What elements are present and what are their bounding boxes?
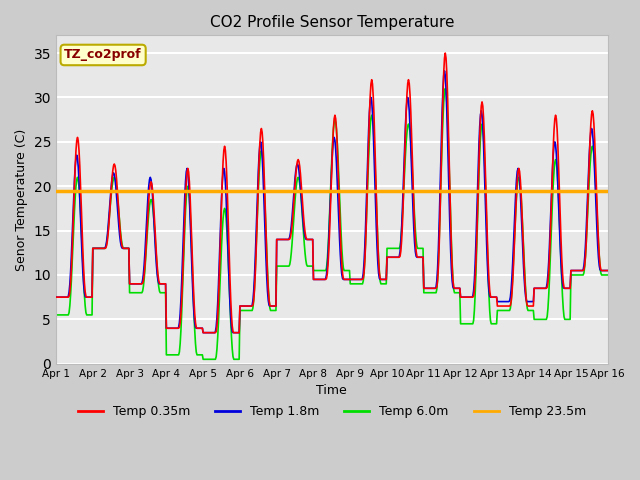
Title: CO2 Profile Sensor Temperature: CO2 Profile Sensor Temperature — [210, 15, 454, 30]
Legend: Temp 0.35m, Temp 1.8m, Temp 6.0m, Temp 23.5m: Temp 0.35m, Temp 1.8m, Temp 6.0m, Temp 2… — [73, 400, 591, 423]
X-axis label: Time: Time — [317, 384, 348, 397]
Y-axis label: Senor Temperature (C): Senor Temperature (C) — [15, 129, 28, 271]
Text: TZ_co2prof: TZ_co2prof — [64, 48, 142, 61]
